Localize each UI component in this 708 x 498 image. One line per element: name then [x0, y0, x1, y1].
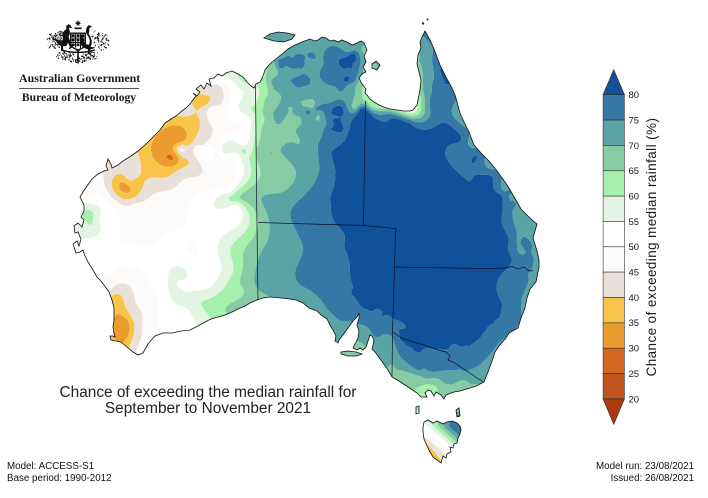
svg-text:70: 70 — [629, 141, 640, 152]
svg-text:80: 80 — [629, 90, 640, 101]
svg-text:35: 35 — [629, 318, 640, 329]
svg-text:40: 40 — [629, 293, 640, 304]
svg-text:60: 60 — [629, 192, 640, 203]
svg-text:75: 75 — [629, 116, 640, 127]
svg-text:25: 25 — [629, 369, 640, 380]
svg-text:55: 55 — [629, 217, 640, 228]
svg-text:20: 20 — [629, 394, 640, 405]
svg-text:65: 65 — [629, 166, 640, 177]
svg-text:50: 50 — [629, 242, 640, 253]
svg-text:30: 30 — [629, 344, 640, 355]
svg-text:Chance of exceeding median rai: Chance of exceeding median rainfall (%) — [644, 118, 659, 377]
svg-text:45: 45 — [629, 268, 640, 279]
